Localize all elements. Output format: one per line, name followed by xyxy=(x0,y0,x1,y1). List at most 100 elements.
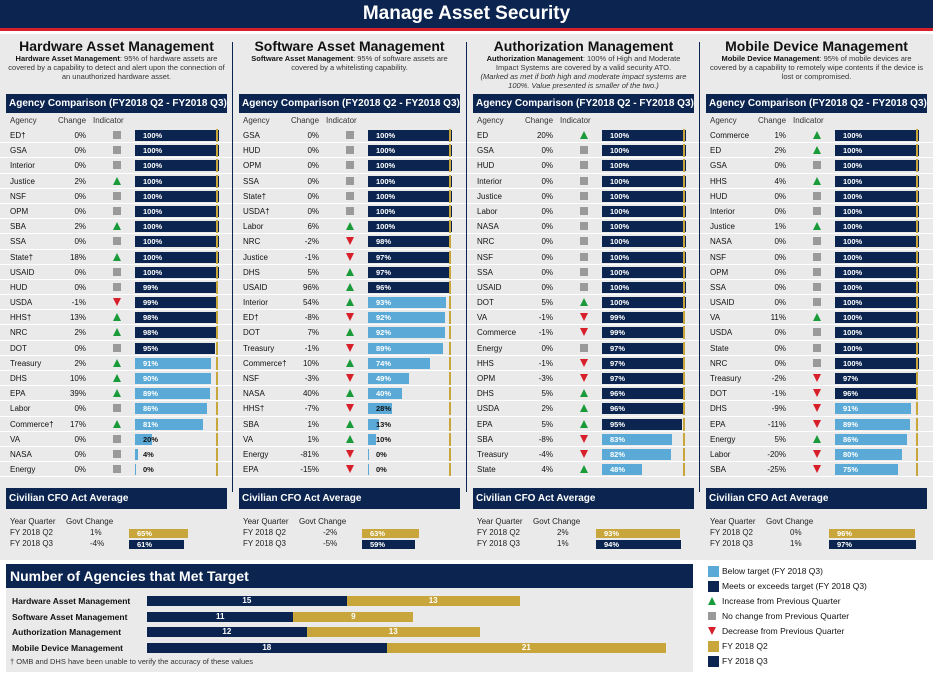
decrease-icon xyxy=(580,434,589,443)
agency-name: NSF xyxy=(710,252,726,262)
cfo-bar: 93% xyxy=(596,529,680,538)
q2-marker xyxy=(683,265,686,279)
table-row: EPA 5% 95% xyxy=(467,417,700,432)
panel-description: Authorization Management: 100% of High a… xyxy=(467,54,700,94)
value-label: 100% xyxy=(843,358,863,368)
value-bar xyxy=(368,236,451,248)
value-label: 100% xyxy=(610,222,630,232)
cfo-value: 96% xyxy=(837,529,853,538)
value-label: 0% xyxy=(376,465,387,475)
q3-count: 12 xyxy=(222,627,232,636)
agency-name: USDA† xyxy=(243,206,270,216)
value-label: 100% xyxy=(843,237,863,247)
q2-marker xyxy=(683,280,686,294)
col-indicator: Indicator xyxy=(560,116,591,125)
met-target-label: Authorization Management xyxy=(12,627,122,637)
q2-marker xyxy=(683,129,686,142)
col-indicator: Indicator xyxy=(793,116,824,125)
value-bar xyxy=(602,433,672,445)
increase-icon xyxy=(346,389,355,398)
increase-icon xyxy=(813,222,822,231)
value-bar xyxy=(368,266,450,278)
change-value: 0% xyxy=(307,206,319,216)
agency-name: SBA xyxy=(477,434,494,444)
value-bar xyxy=(835,312,919,324)
change-value: 0% xyxy=(541,222,553,232)
column-headers: Agency Change Indicator xyxy=(233,113,466,128)
agency-name: NRC xyxy=(710,358,728,368)
panel-title: Mobile Device Management xyxy=(725,38,908,54)
table-row: NRC 0% 100% xyxy=(700,356,933,371)
table-row: Labor 0% 86% xyxy=(0,401,233,417)
change-value: -4% xyxy=(538,449,553,459)
table-row: Interior 0% 100% xyxy=(700,204,933,220)
table-row: USDA 0% 100% xyxy=(700,325,933,341)
q2-marker xyxy=(916,159,919,173)
value-label: 99% xyxy=(143,282,159,292)
agency-name: HHS xyxy=(477,358,494,368)
agency-name: State† xyxy=(243,191,267,201)
comparison-header: Agency Comparison (FY2018 Q2 - FY2018 Q3… xyxy=(473,94,694,113)
table-row: State 0% 100% xyxy=(700,341,933,356)
agency-name: HUD xyxy=(10,282,28,292)
table-row: SBA 1% 13% xyxy=(233,417,466,432)
legend-label: Below target (FY 2018 Q3) xyxy=(722,566,823,576)
cfo-value: 93% xyxy=(604,529,620,538)
change-value: 0% xyxy=(774,206,786,216)
description-label: Software Asset Management xyxy=(251,54,354,63)
value-label: 40% xyxy=(376,389,392,399)
change-value: 54% xyxy=(302,298,319,308)
cfo-header-row: Year Quarter Govt Change xyxy=(473,517,694,528)
value-bar xyxy=(135,464,136,476)
no-change-icon xyxy=(813,282,822,291)
table-row: NSF -3% 49% xyxy=(233,371,466,387)
value-bar xyxy=(602,418,682,430)
change-value: 0% xyxy=(541,267,553,277)
q2-marker xyxy=(683,432,686,446)
no-change-icon xyxy=(813,343,822,352)
table-row: Labor 0% 100% xyxy=(467,204,700,220)
change-value: 0% xyxy=(74,465,86,475)
q2-marker xyxy=(683,220,686,234)
increase-icon xyxy=(580,131,589,139)
q2-marker xyxy=(916,296,919,310)
value-label: 100% xyxy=(610,282,630,292)
agency-name: DHS xyxy=(243,267,260,277)
q2-marker xyxy=(216,296,219,310)
agency-name: VA xyxy=(477,313,488,323)
value-bar xyxy=(835,448,903,460)
table-row: EPA 39% 89% xyxy=(0,386,233,402)
panel-title: Authorization Management xyxy=(493,38,674,54)
agency-name: OPM xyxy=(243,161,262,171)
cfo-change: -5% xyxy=(323,539,338,548)
table-row: ED† 0% 100% xyxy=(0,128,233,144)
table-row: Justice -1% 97% xyxy=(233,250,466,265)
change-value: 39% xyxy=(69,389,86,399)
description-label: Authorization Management xyxy=(486,54,583,63)
cfo-value: 63% xyxy=(370,529,386,538)
increase-icon xyxy=(113,328,122,337)
cfo-table: Year Quarter Govt Change FY 2018 Q2 0% 96% FY… xyxy=(706,517,927,550)
table-row: State 4% 48% xyxy=(467,462,700,478)
table-row: HHS 4% 100% xyxy=(700,174,933,189)
change-value: 0% xyxy=(774,282,786,292)
value-label: 89% xyxy=(143,389,159,399)
table-row: EPA -15% 0% xyxy=(233,462,466,478)
table-row: Labor -20% 80% xyxy=(700,447,933,463)
q2-marker xyxy=(449,265,452,279)
agency-name: HHS† xyxy=(243,404,265,414)
q2-marker xyxy=(683,341,686,355)
cfo-row: FY 2018 Q3 1% 94% xyxy=(473,539,694,550)
value-label: 100% xyxy=(610,298,630,308)
value-label: 100% xyxy=(376,176,396,186)
decrease-icon xyxy=(580,313,589,322)
page-title: Manage Asset Security xyxy=(0,0,933,31)
change-value: 0% xyxy=(541,343,553,353)
value-label: 100% xyxy=(143,161,163,171)
q2-marker xyxy=(216,447,219,461)
value-bar xyxy=(835,205,919,217)
agency-name: DOT xyxy=(710,389,727,399)
q2-marker xyxy=(683,159,686,173)
change-value: 0% xyxy=(774,237,786,247)
q2-marker xyxy=(449,129,452,142)
